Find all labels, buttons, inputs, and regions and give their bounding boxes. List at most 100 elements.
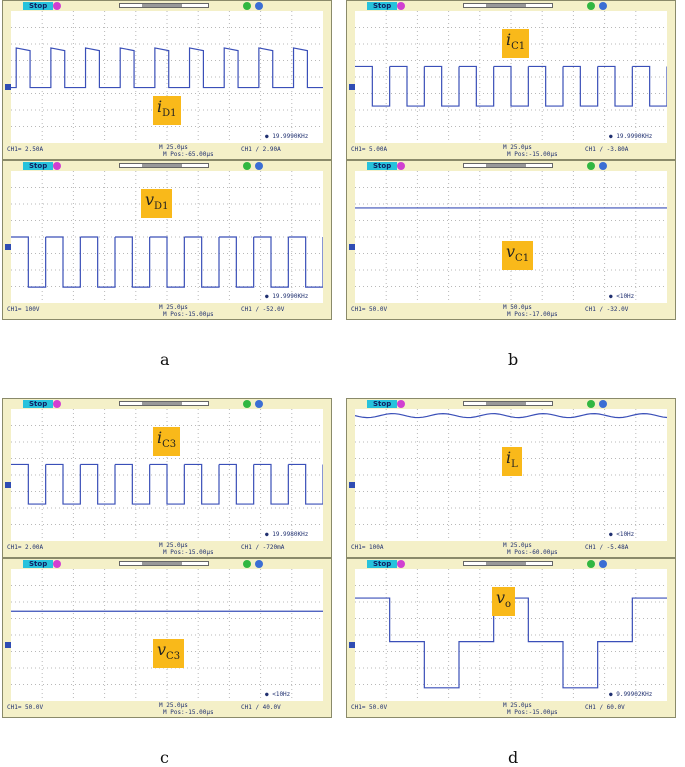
- timebase: M 25.0μs: [503, 144, 532, 151]
- stop-badge: Stop: [367, 560, 398, 568]
- usb-icon: [255, 560, 263, 568]
- run-indicator-icon: [587, 2, 595, 10]
- scope-settings-bar: CH1= 5.00A M 25.0μs CH1 ∕ -3.80A M Pos:-15.…: [347, 143, 675, 159]
- trigger-level: CH1 ∕ -3.80A: [585, 146, 629, 153]
- channel-scale: CH1= 50.0V: [351, 704, 388, 711]
- signal-label-sub: o: [505, 599, 512, 611]
- trigger-mode-icon: [397, 560, 405, 568]
- signal-label-main: v: [506, 242, 516, 261]
- horizontal-position: M Pos:-17.00μs: [507, 311, 558, 318]
- buffer-window: [142, 4, 182, 7]
- horizontal-position: M Pos:-60.00μs: [507, 549, 558, 556]
- record-buffer-bar: [119, 163, 209, 168]
- channel-scale: CH1= 50.0V: [7, 704, 44, 711]
- channel-scale: CH1= 5.00A: [351, 146, 388, 153]
- signal-label: iC3: [153, 427, 181, 457]
- trigger-level: CH1 ∕ -720mA: [241, 544, 285, 551]
- scope-status-bar: Stop: [3, 399, 331, 409]
- scope-settings-bar: CH1= 100V M 25.0μs CH1 ∕ -52.0V M Pos:-15.0…: [3, 303, 331, 319]
- frequency-readout: ● 9.99902KHz: [609, 691, 653, 698]
- run-indicator-icon: [243, 560, 251, 568]
- caption-d: d: [508, 748, 519, 767]
- frequency-readout: ● 19.9990KHz: [265, 293, 309, 300]
- trigger-mode-icon: [53, 560, 61, 568]
- oscilloscope-panel-d2: Stop vo ● 9.99902KHz CH1= 50.0V M 25.0μs CH1 …: [346, 558, 676, 718]
- channel-ground-marker-icon: [5, 641, 11, 648]
- trigger-mode-icon: [397, 162, 405, 170]
- signal-label: vo: [492, 587, 516, 617]
- record-buffer-bar: [463, 3, 553, 8]
- oscilloscope-panel-b2: Stop vC1 ● <10Hz CH1= 50.0V M 50.0μs CH1 ∕ -3…: [346, 160, 676, 320]
- timebase: M 25.0μs: [159, 542, 188, 549]
- stop-badge: Stop: [367, 2, 398, 10]
- scope-status-bar: Stop: [347, 161, 675, 171]
- caption-c: c: [160, 748, 169, 767]
- signal-label: vC1: [502, 241, 534, 271]
- scope-status-bar: Stop: [3, 1, 331, 11]
- signal-label-sub: C3: [166, 651, 181, 663]
- frequency-readout: ● 19.9980KHz: [265, 531, 309, 538]
- record-buffer-bar: [463, 561, 553, 566]
- stop-badge: Stop: [367, 400, 398, 408]
- frequency-readout: ● <10Hz: [609, 293, 635, 300]
- horizontal-position: M Pos:-15.00μs: [163, 311, 214, 318]
- buffer-window: [486, 402, 526, 405]
- buffer-window: [486, 164, 526, 167]
- scope-settings-bar: CH1= 2.00A M 25.0μs CH1 ∕ -720mA M Pos:-15.…: [3, 541, 331, 557]
- waveform-screen: [11, 171, 324, 303]
- usb-icon: [599, 400, 607, 408]
- channel-scale: CH1= 2.50A: [7, 146, 44, 153]
- channel-ground-marker-icon: [349, 481, 355, 488]
- scope-status-bar: Stop: [347, 399, 675, 409]
- channel-scale: CH1= 100A: [351, 544, 384, 551]
- signal-label-sub: C1: [515, 253, 530, 265]
- channel-scale: CH1= 2.00A: [7, 544, 44, 551]
- trigger-mode-icon: [53, 162, 61, 170]
- signal-label-sub: D1: [154, 201, 169, 213]
- buffer-window: [486, 562, 526, 565]
- horizontal-position: M Pos:-65.00μs: [163, 151, 214, 158]
- signal-label: iL: [502, 447, 522, 477]
- stop-badge: Stop: [23, 400, 54, 408]
- channel-scale: CH1= 100V: [7, 306, 40, 313]
- record-buffer-bar: [119, 401, 209, 406]
- channel-scale: CH1= 50.0V: [351, 306, 388, 313]
- trigger-mode-icon: [53, 2, 61, 10]
- trigger-level: CH1 ∕ -5.48A: [585, 544, 629, 551]
- signal-label: iD1: [153, 96, 181, 126]
- waveform-plot: [355, 11, 668, 143]
- frequency-readout: ● 19.9990KHz: [609, 133, 653, 140]
- stop-badge: Stop: [23, 162, 54, 170]
- usb-icon: [255, 400, 263, 408]
- timebase: M 25.0μs: [159, 144, 188, 151]
- trigger-mode-icon: [397, 400, 405, 408]
- oscilloscope-panel-a2: Stop vD1 ● 19.9990KHz CH1= 100V M 25.0μs CH1 …: [2, 160, 332, 320]
- waveform-plot: [355, 569, 667, 701]
- timebase: M 25.0μs: [159, 702, 188, 709]
- caption-a: a: [160, 350, 170, 369]
- channel-ground-marker-icon: [5, 83, 11, 90]
- signal-label-sub: C3: [162, 439, 177, 451]
- signal-label-main: i: [157, 97, 163, 116]
- oscilloscope-panel-b1: Stop iC1 ● 19.9990KHz CH1= 5.00A M 25.0μs CH1…: [346, 0, 676, 160]
- scope-settings-bar: CH1= 50.0V M 50.0μs CH1 ∕ -32.0V M Pos:-17.…: [347, 303, 675, 319]
- trigger-level: CH1 ∕ -32.0V: [585, 306, 629, 313]
- waveform-trace: [11, 463, 324, 505]
- oscilloscope-panel-c1: Stop iC3 ● 19.9980KHz CH1= 2.00A M 25.0μs CH1…: [2, 398, 332, 558]
- trigger-level: CH1 ∕ -52.0V: [241, 306, 285, 313]
- horizontal-position: M Pos:-15.00μs: [163, 709, 214, 716]
- signal-label-main: i: [157, 428, 163, 447]
- scope-settings-bar: CH1= 100A M 25.0μs CH1 ∕ -5.48A M Pos:-60.0…: [347, 541, 675, 557]
- channel-ground-marker-icon: [5, 481, 11, 488]
- usb-icon: [255, 162, 263, 170]
- usb-icon: [599, 162, 607, 170]
- signal-label-main: v: [496, 588, 506, 607]
- scope-settings-bar: CH1= 2.50A M 25.0μs CH1 ∕ 2.90A M Pos:-65.0…: [3, 143, 331, 159]
- run-indicator-icon: [587, 162, 595, 170]
- signal-label-sub: L: [511, 459, 518, 471]
- waveform-trace: [11, 47, 323, 89]
- horizontal-position: M Pos:-15.00μs: [507, 709, 558, 716]
- buffer-window: [142, 562, 182, 565]
- signal-label-main: i: [506, 448, 512, 467]
- frequency-readout: ● <10Hz: [265, 691, 291, 698]
